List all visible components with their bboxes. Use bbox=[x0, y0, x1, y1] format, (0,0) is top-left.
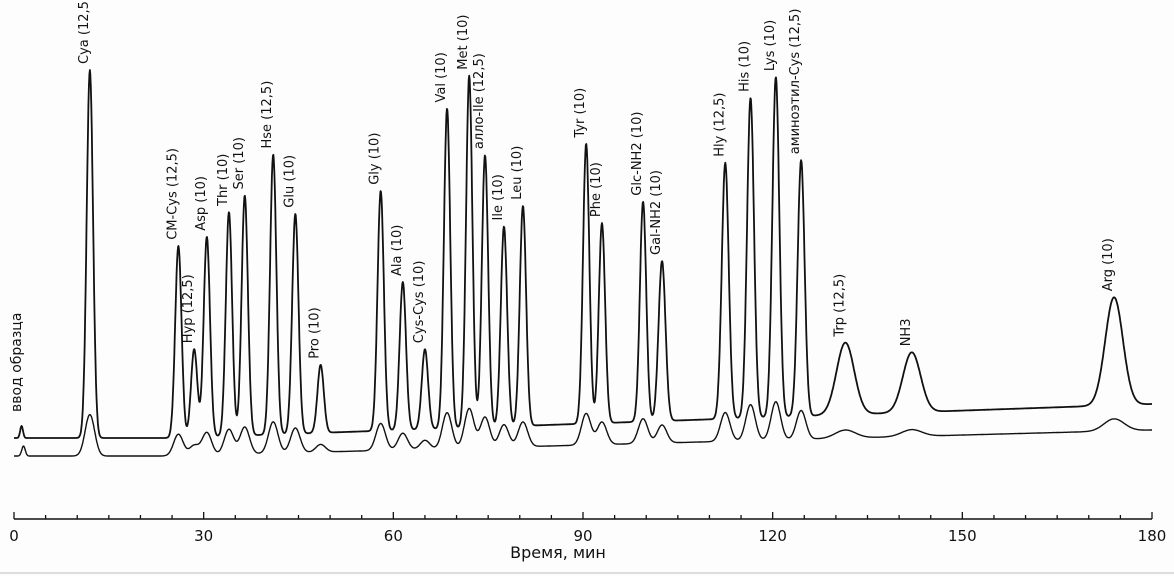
peak-label: Gal-NH2 (10) bbox=[649, 170, 664, 255]
peak-label: алло-Ile (12,5) bbox=[472, 53, 487, 149]
peak-label: Trp (12,5) bbox=[832, 274, 847, 338]
peak-label: His (10) bbox=[738, 41, 753, 92]
chromatogram-trace-main bbox=[13, 69, 1153, 439]
x-tick-label: 60 bbox=[384, 527, 403, 545]
peak-label: NH3 bbox=[899, 319, 914, 347]
peak-label: Met (10) bbox=[456, 15, 471, 70]
x-tick-label: 0 bbox=[9, 527, 19, 545]
peak-labels: Cya (12,5) CM-Cys (12,5) Hyp (12,5) Asp (10… bbox=[77, 0, 1116, 359]
peak-label: Cys-Cys (10) bbox=[412, 261, 427, 344]
peak-label: Asp (10) bbox=[194, 176, 209, 231]
x-tick-label: 180 bbox=[1138, 527, 1167, 545]
chromatogram-traces bbox=[13, 69, 1153, 457]
peak-label: Hly (12,5) bbox=[712, 92, 727, 156]
peak-label: Thr (10) bbox=[216, 154, 231, 207]
peak-label: Gly (10) bbox=[368, 133, 383, 185]
peak-label: Hse (12,5) bbox=[260, 81, 275, 149]
chromatogram-trace-secondary bbox=[13, 401, 1153, 457]
peak-label: CM-Cys (12,5) bbox=[165, 148, 180, 240]
x-axis: 0 30 60 90 120 150 180 bbox=[9, 512, 1166, 545]
peak-label: Tyr (10) bbox=[573, 88, 588, 139]
injection-label: ввод образца bbox=[9, 313, 25, 412]
x-tick-label: 30 bbox=[194, 527, 213, 545]
x-axis-title: Время, мин bbox=[510, 543, 606, 562]
peak-label: Leu (10) bbox=[510, 146, 525, 200]
peak-label: Cya (12,5) bbox=[77, 0, 92, 64]
peak-label: Arg (10) bbox=[1101, 238, 1116, 291]
peak-label: Hyp (12,5) bbox=[181, 274, 196, 343]
peak-label: Ser (10) bbox=[232, 137, 247, 189]
x-tick-label: 120 bbox=[758, 527, 787, 545]
peak-label: Pro (10) bbox=[308, 307, 323, 358]
peak-label: Glu (10) bbox=[282, 155, 297, 208]
peak-label: Ala (10) bbox=[390, 225, 405, 276]
peak-label: Phe (10) bbox=[589, 162, 604, 217]
peak-label: Glc-NH2 (10) bbox=[630, 112, 645, 196]
peak-label: Ile (10) bbox=[491, 174, 506, 220]
x-tick-label: 150 bbox=[948, 527, 977, 545]
peak-label: Lys (10) bbox=[763, 20, 778, 71]
peak-label: аминоэтил-Cys (12,5) bbox=[788, 9, 803, 155]
x-tick-label: 90 bbox=[573, 527, 592, 545]
peak-label: Val (10) bbox=[434, 52, 449, 102]
